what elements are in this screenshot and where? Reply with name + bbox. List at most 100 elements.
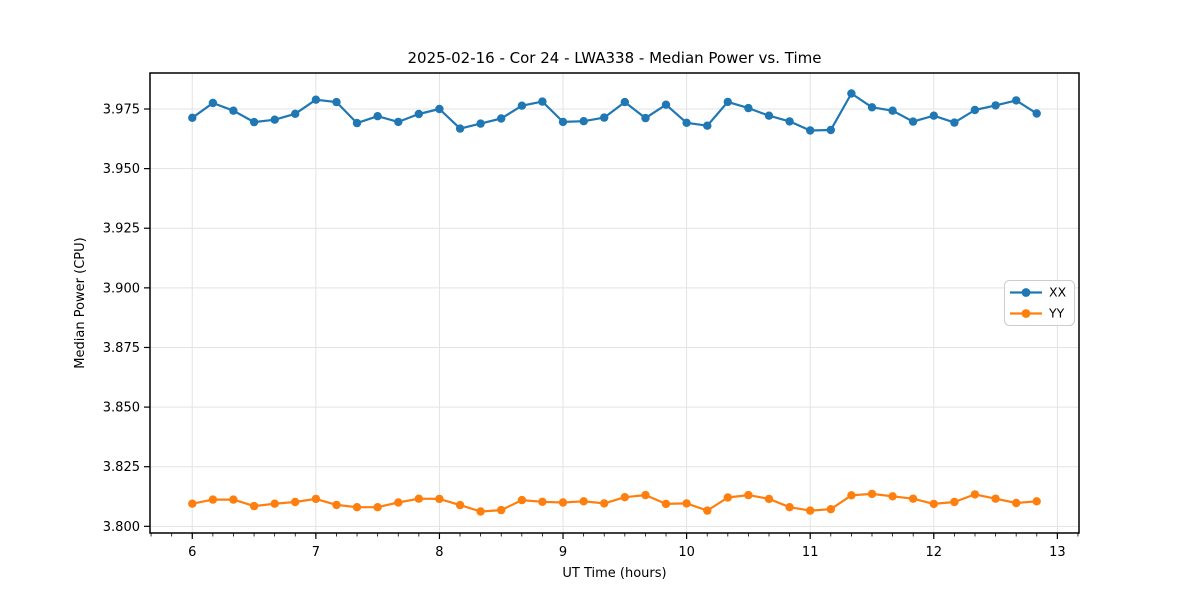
legend-label-xx: XX bbox=[1049, 285, 1067, 300]
data-point-yy bbox=[908, 494, 918, 503]
data-point-xx bbox=[579, 117, 588, 126]
y-tick-label: 3.925 bbox=[103, 222, 140, 237]
legend-item-yy: YY bbox=[1010, 306, 1065, 321]
data-point-yy bbox=[744, 490, 753, 500]
data-point-xx bbox=[744, 103, 753, 113]
data-point-xx bbox=[950, 118, 959, 127]
data-point-xx bbox=[929, 111, 938, 120]
plot-border bbox=[149, 72, 1080, 534]
x-tick-label: 12 bbox=[926, 545, 943, 560]
data-point-yy bbox=[970, 490, 980, 499]
y-axis: 3.800 3.825 3.850 3.875 3.900 3.925 3.950 3.975 bbox=[103, 103, 150, 535]
data-point-yy bbox=[1032, 497, 1041, 506]
data-point-yy bbox=[661, 499, 671, 509]
series-xx bbox=[188, 89, 1041, 135]
data-point-xx bbox=[476, 119, 485, 128]
data-point-yy bbox=[332, 500, 341, 510]
data-point-xx bbox=[600, 113, 609, 122]
data-point-yy bbox=[558, 498, 568, 507]
y-axis-label: Median Power (CPU) bbox=[73, 237, 88, 368]
data-point-xx bbox=[188, 113, 197, 123]
data-point-yy bbox=[703, 506, 712, 515]
y-tick-label: 3.900 bbox=[103, 281, 140, 296]
x-tick-label: 7 bbox=[312, 545, 320, 560]
legend: XX YY bbox=[1004, 280, 1075, 326]
y-tick-label: 3.850 bbox=[103, 401, 140, 416]
data-point-yy bbox=[373, 503, 382, 512]
y-tick-label: 3.875 bbox=[103, 341, 140, 356]
data-point-xx bbox=[970, 105, 980, 115]
y-tick-label: 3.975 bbox=[103, 103, 140, 118]
y-tick-label: 3.825 bbox=[103, 460, 140, 475]
data-point-yy bbox=[435, 494, 444, 504]
data-point-yy bbox=[847, 491, 856, 500]
data-point-yy bbox=[950, 497, 959, 507]
data-point-yy bbox=[600, 499, 609, 508]
data-point-xx bbox=[517, 101, 527, 110]
data-point-yy bbox=[579, 497, 588, 506]
data-point-yy bbox=[785, 503, 794, 512]
data-point-yy bbox=[249, 501, 259, 511]
x-tick-label: 10 bbox=[678, 545, 695, 560]
data-point-xx bbox=[908, 117, 918, 126]
data-point-xx bbox=[558, 117, 568, 127]
data-point-xx bbox=[1012, 96, 1021, 105]
data-point-xx bbox=[208, 98, 218, 108]
legend-label-yy: YY bbox=[1048, 306, 1065, 321]
data-point-xx bbox=[249, 117, 259, 127]
data-point-xx bbox=[764, 111, 774, 120]
data-point-yy bbox=[394, 498, 403, 507]
x-tick-label: 8 bbox=[435, 545, 443, 560]
x-tick-label: 6 bbox=[188, 545, 196, 560]
gridlines bbox=[150, 73, 1079, 533]
data-point-xx bbox=[888, 106, 897, 115]
x-axis: 6 7 8 9 10 11 12 13 bbox=[150, 533, 1079, 560]
data-point-xx bbox=[455, 124, 465, 133]
data-point-yy bbox=[476, 507, 485, 516]
data-point-xx bbox=[538, 97, 547, 106]
chart-title: 2025-02-16 - Cor 24 - LWA338 - Median Po… bbox=[408, 49, 822, 67]
data-point-yy bbox=[414, 494, 423, 503]
data-point-yy bbox=[229, 495, 238, 504]
data-point-yy bbox=[517, 495, 527, 505]
data-point-yy bbox=[826, 505, 835, 514]
data-point-yy bbox=[208, 495, 218, 504]
plot-area bbox=[150, 73, 1079, 533]
data-point-xx bbox=[641, 113, 650, 123]
data-point-xx bbox=[352, 118, 362, 128]
data-point-yy bbox=[455, 500, 465, 510]
data-point-xx bbox=[826, 125, 835, 135]
x-tick-label: 9 bbox=[559, 545, 567, 560]
data-point-xx bbox=[1032, 109, 1041, 118]
data-point-yy bbox=[497, 505, 506, 515]
legend-item-xx: XX bbox=[1010, 285, 1067, 300]
data-point-yy bbox=[682, 499, 691, 508]
data-point-yy bbox=[1012, 498, 1021, 508]
data-point-xx bbox=[291, 109, 300, 119]
data-point-xx bbox=[435, 104, 444, 114]
x-tick-label: 13 bbox=[1049, 545, 1066, 560]
data-point-yy bbox=[538, 497, 547, 506]
legend-marker-xx bbox=[1021, 288, 1031, 297]
data-point-xx bbox=[703, 121, 712, 130]
data-point-yy bbox=[188, 499, 197, 508]
series-yy bbox=[188, 489, 1041, 516]
data-point-xx bbox=[847, 89, 856, 98]
x-axis-label: UT Time (hours) bbox=[562, 566, 666, 581]
data-point-xx bbox=[229, 106, 238, 115]
data-point-xx bbox=[311, 95, 321, 104]
data-point-xx bbox=[867, 103, 877, 112]
data-point-yy bbox=[311, 494, 321, 504]
data-point-xx bbox=[270, 115, 279, 124]
legend-marker-yy bbox=[1021, 309, 1031, 318]
x-tick-label: 11 bbox=[802, 545, 819, 560]
data-point-xx bbox=[497, 114, 506, 123]
y-tick-label: 3.800 bbox=[103, 520, 140, 535]
data-point-yy bbox=[723, 493, 732, 502]
data-point-yy bbox=[291, 497, 300, 507]
data-point-xx bbox=[394, 117, 403, 127]
data-point-yy bbox=[867, 489, 877, 499]
data-point-yy bbox=[929, 499, 938, 509]
data-point-yy bbox=[352, 503, 362, 512]
